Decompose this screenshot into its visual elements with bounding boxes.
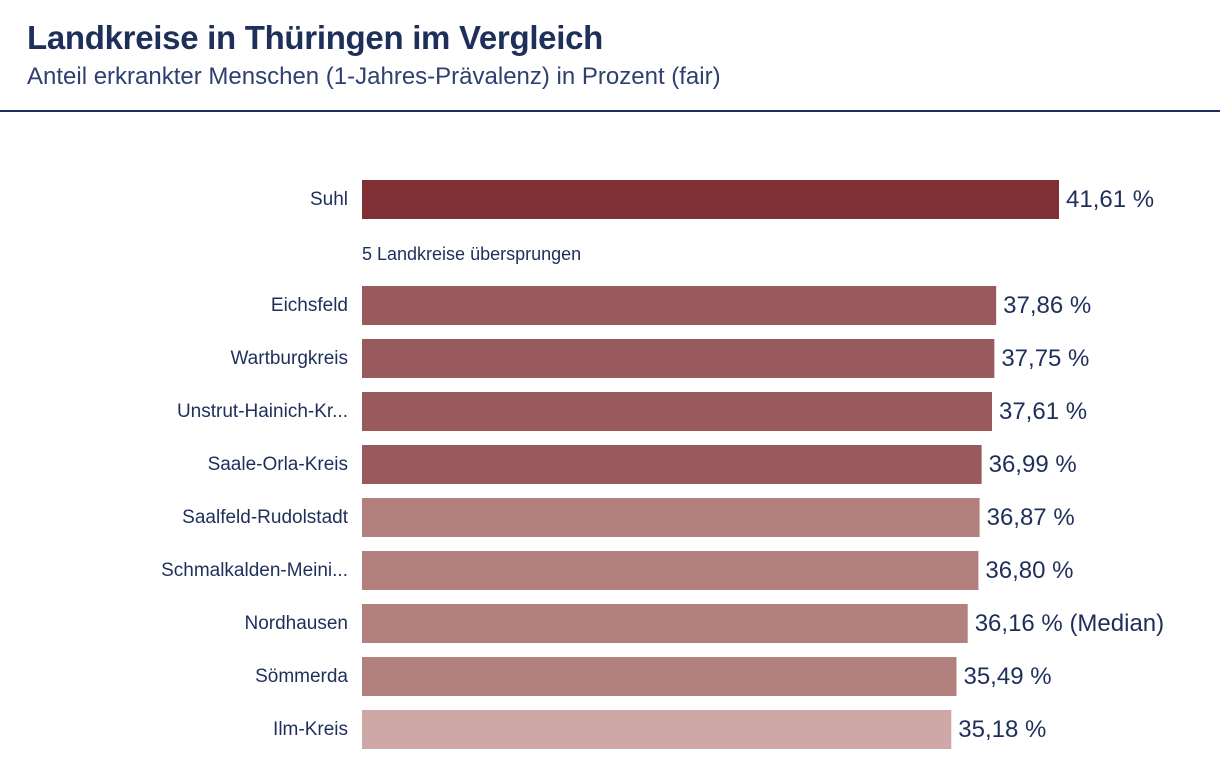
category-label: Saalfeld-Rudolstadt — [182, 507, 349, 528]
category-label: Ilm-Kreis — [273, 719, 348, 740]
value-label: 35,49 % — [963, 663, 1051, 690]
bar-0 — [362, 180, 1059, 219]
value-label: 35,18 % — [958, 716, 1046, 743]
value-label: 37,86 % — [1003, 292, 1091, 319]
median-value-label: 36,16 % (Median) — [975, 610, 1164, 637]
chart-header: Landkreise in Thüringen im Vergleich Ant… — [27, 18, 1207, 92]
header-divider — [0, 110, 1220, 112]
category-label: Sömmerda — [255, 666, 348, 687]
category-label: Saale-Orla-Kreis — [208, 454, 348, 475]
category-label: Unstrut-Hainich-Kr... — [177, 401, 348, 422]
bar-6 — [362, 551, 979, 590]
bar-5 — [362, 498, 980, 537]
value-label: 41,61 % — [1066, 186, 1154, 213]
chart-title: Landkreise in Thüringen im Vergleich — [27, 19, 604, 56]
category-label: Suhl — [310, 189, 348, 210]
category-label: Eichsfeld — [271, 295, 348, 316]
skipped-note: 5 Landkreise übersprungen — [362, 244, 581, 264]
value-label: 36,80 % — [985, 557, 1073, 584]
value-label: 36,99 % — [989, 451, 1077, 478]
bar-7 — [362, 604, 968, 643]
bar-8 — [362, 657, 957, 696]
category-label: Nordhausen — [244, 613, 348, 634]
bar-4 — [362, 445, 982, 484]
bar-1 — [362, 286, 997, 325]
bars-layer: Suhl 41,61 % 5 Landkreise übersprungen Eich… — [161, 180, 1164, 749]
category-label: Wartburgkreis — [230, 348, 348, 369]
value-label: 37,61 % — [999, 398, 1087, 425]
bar-2 — [362, 339, 995, 378]
bar-3 — [362, 392, 992, 431]
value-label: 37,75 % — [1001, 345, 1089, 372]
category-label: Schmalkalden-Meini... — [161, 560, 348, 581]
value-label: 36,87 % — [987, 504, 1075, 531]
bar-9 — [362, 710, 952, 749]
chart-subtitle: Anteil erkrankter Menschen (1-Jahres-Prä… — [27, 63, 721, 90]
